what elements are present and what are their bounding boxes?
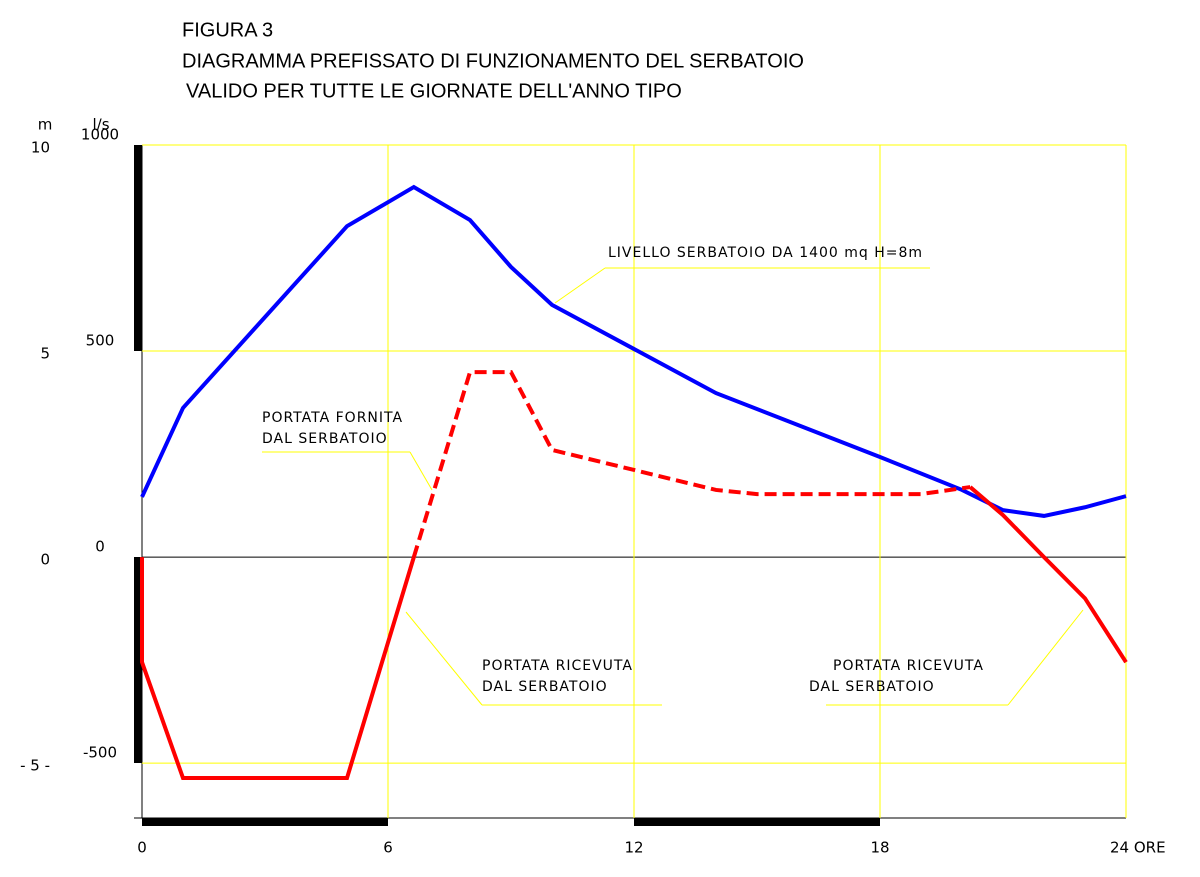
y2-tick-label: 0 [95, 538, 105, 556]
y2-axis-label: l/s [92, 116, 109, 134]
annotation-leader [1007, 609, 1084, 706]
y-tick-label: 10 [31, 139, 50, 157]
y2-tick-label: 1000 [81, 126, 119, 144]
annotation-leader [405, 611, 483, 706]
annotation: PORTATA RICEVUTA [482, 658, 633, 674]
x-tick-label: 18 [870, 839, 889, 857]
y-tick-label: - 5 - [20, 757, 50, 775]
y-tick-label: 5 [40, 345, 50, 363]
scale-bar [134, 557, 142, 763]
annotation-leader [409, 451, 433, 491]
chart-subtitle: DIAGRAMMA PREFISSATO DI FUNZIONAMENTO DE… [182, 50, 804, 72]
y-axis-label: m [38, 116, 53, 134]
data-line [140, 184, 1127, 518]
x-tick-label: 0 [137, 839, 147, 857]
data-line [140, 556, 416, 781]
annotation: LIVELLO SERBATOIO DA 1400 mq H=8m [608, 245, 923, 261]
y2-tick-label: -500 [83, 744, 117, 762]
data-line [411, 370, 971, 558]
scale-bar [134, 145, 142, 351]
x-tick-label: 6 [383, 839, 393, 857]
annotation: DAL SERBATOIO [809, 679, 935, 695]
chart-title: FIGURA 3 [182, 19, 273, 41]
x-tick-label: 24 ORE [1110, 839, 1166, 857]
x-tick-label: 12 [624, 839, 643, 857]
y-tick-label: 0 [40, 551, 50, 569]
data-line [968, 485, 1128, 664]
chart-subtitle: VALIDO PER TUTTE LE GIORNATE DELL'ANNO T… [186, 80, 682, 102]
scale-bar [634, 818, 880, 826]
scale-bar [142, 818, 388, 826]
annotation: DAL SERBATOIO [482, 679, 608, 695]
annotation: DAL SERBATOIO [262, 431, 388, 447]
annotation: PORTATA RICEVUTA [833, 658, 984, 674]
annotation: PORTATA FORNITA [262, 410, 403, 426]
annotation-leader [554, 267, 606, 304]
y2-tick-label: 500 [86, 332, 115, 350]
